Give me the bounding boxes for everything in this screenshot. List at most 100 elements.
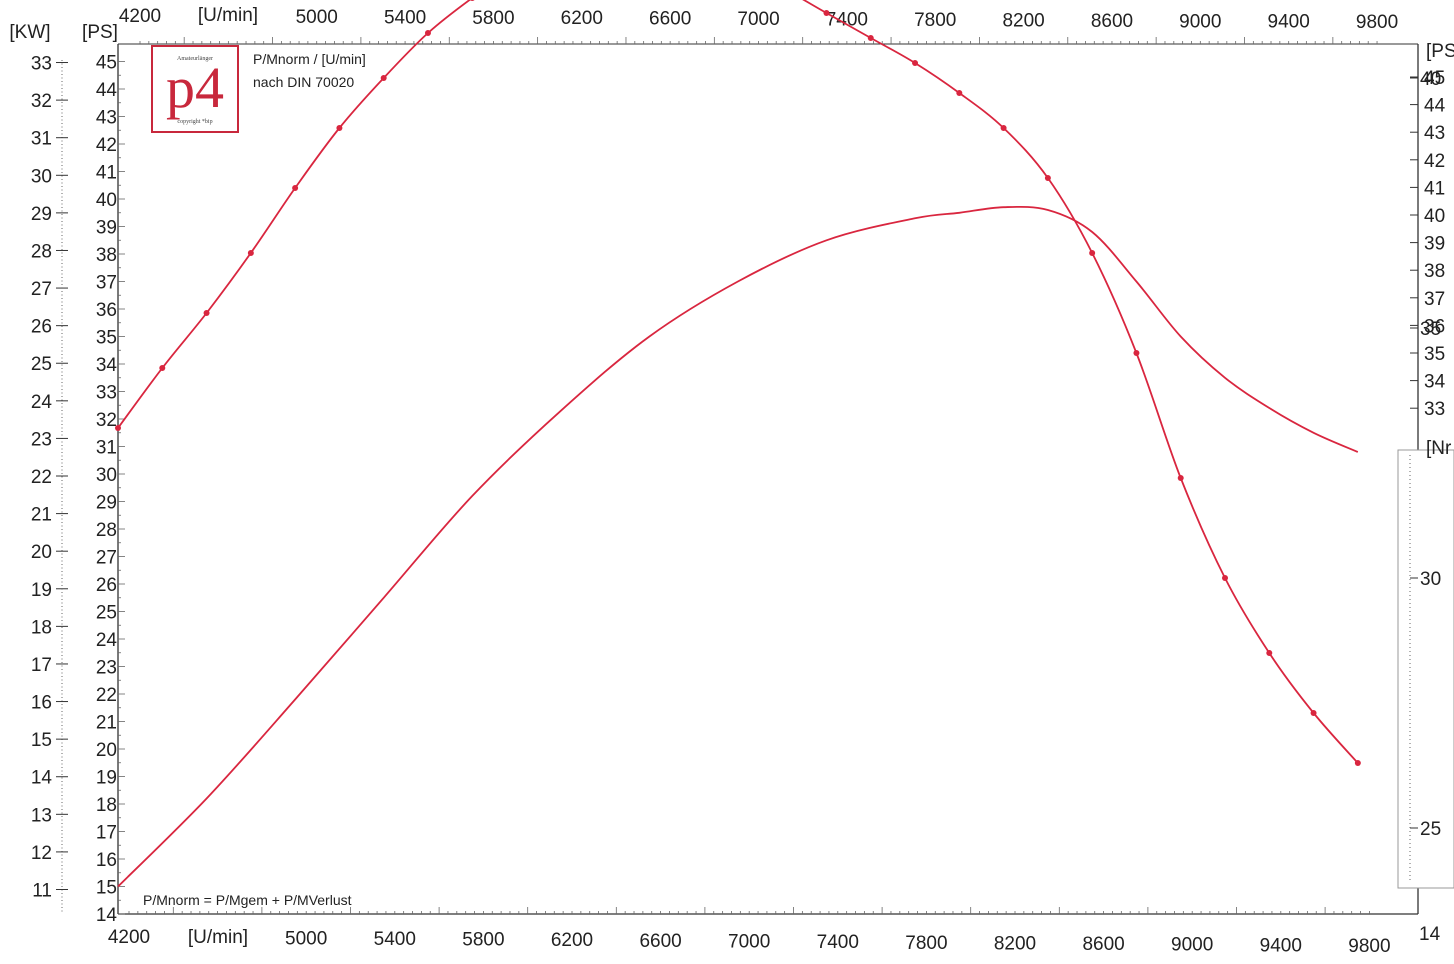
top-x-tick-label: 8200 [1002,10,1044,31]
torque-data-point [1089,250,1096,256]
ps-left-tick-label: 41 [96,163,117,184]
ps-right-tick-label: 37 [1424,289,1445,310]
kw-tick-label: 11 [32,881,52,902]
kw-tick-label: 27 [31,279,52,300]
torque-data-point [1000,125,1007,131]
torque-data-point [247,250,254,256]
ps-left-tick-label: 23 [96,658,117,679]
ps-left-tick-label: 24 [96,630,118,651]
torque-data-point [1044,175,1051,181]
series-layer [115,0,1361,888]
nm-tick-label: 35 [1420,319,1441,340]
ps-left-tick-label: 17 [96,823,117,844]
ps-left-tick-label: 27 [96,548,117,569]
ps-left-tick-label: 45 [96,53,117,74]
kw-axis-label: [KW] [9,22,50,43]
ps-left-tick-label: 14 [96,905,118,926]
kw-tick-label: 33 [31,54,52,75]
ps-left-tick-label: 20 [96,740,117,761]
torque-data-point [956,90,963,96]
top-x-tick-label: 5800 [472,8,514,29]
torque-data-point [203,310,210,316]
ps-right-tick-label: 36 [1424,316,1445,337]
kw-tick-label: 29 [31,204,52,225]
bottom-x-tick-label: 9000 [1171,935,1213,956]
top-x-tick-label: 5000 [296,7,338,28]
torque-data-point [1222,575,1228,581]
ps-left-tick-label: 42 [96,135,117,156]
kw-tick-label: 32 [31,91,52,112]
ps-right-tick-label: 35 [1424,344,1445,365]
torque-data-point [1354,760,1361,766]
power-ps-series-line [117,205,1359,888]
top-x-tick-label: 5400 [384,7,426,28]
ps-left-tick-label: 37 [96,273,117,294]
top-x-axis: 4200 5000 5400 5800 6200 6600 7000 7400 7800 8200… [119,5,1398,44]
top-x-tick-label: 9800 [1356,12,1398,33]
kw-tick-label: 28 [31,241,52,262]
torque-data-point [867,35,874,41]
nm-axis-box [1397,449,1454,889]
bottom-x-tick-label: 6600 [639,931,681,952]
kw-tick-label: 20 [31,542,52,563]
torque-data-point [1177,475,1184,481]
torque-data-point [380,75,387,81]
bottom-x-tick-label: 7800 [905,933,947,954]
bottom-x-tick-label: 7000 [728,931,770,952]
ps-left-tick-label: 33 [96,383,117,404]
torque-data-point [1133,350,1140,356]
ps-left-tick-label: 43 [96,108,117,129]
ps-right-tick-label: 41 [1424,178,1445,199]
ps-left-axis-label: [PS] [82,22,118,43]
kw-tick-label: 13 [31,805,52,826]
nm-y-axis: [Nr2530354045505514 [1410,69,1452,945]
torque-data-point [292,185,299,191]
kw-tick-label: 26 [31,317,52,338]
torque-data-point [424,30,431,36]
top-x-tick-label: 8600 [1091,11,1133,32]
kw-tick-label: 18 [31,617,52,638]
ps-right-tick-label: 44 [1424,96,1446,117]
torque-data-point [1266,650,1273,656]
chart-subtitle-line1: P/Mnorm / [U/min] [253,51,366,67]
kw-tick-label: 25 [31,354,52,375]
torque-data-point [336,125,343,131]
ps-right-tick-label: 39 [1424,234,1445,255]
top-x-unit-label: [U/min] [198,5,258,26]
top-x-tick-label: 7800 [914,10,956,31]
kw-tick-label: 31 [31,129,52,150]
top-x-tick-label: 7400 [826,10,868,31]
plot-frame [61,43,1454,915]
ps-right-tick-label: 40 [1424,206,1445,227]
bottom-x-tick-label: 5000 [285,928,327,949]
ps-left-tick-label: 32 [96,410,117,431]
logo-top-text: Amateurlänger [177,56,213,62]
p4-logo: Amateurlänger p4 copyright *bip [151,45,239,133]
ps-right-tick-label: 42 [1424,151,1445,172]
kw-tick-label: 24 [31,392,53,413]
torque-nm-series-line [117,0,1359,764]
bottom-x-tick-label: 4200 [108,927,150,948]
ps-left-tick-label: 44 [96,80,118,101]
ps-right-tick-label: 34 [1424,372,1446,393]
ps-left-tick-label: 35 [96,328,117,349]
formula-note: P/Mnorm = P/Mgem + P/MVerlust [143,892,352,908]
bottom-x-unit-label: [U/min] [188,927,248,948]
top-x-tick-label: 7000 [737,9,779,30]
nm-axis-label: [Nr [1426,438,1452,459]
logo-mark: p4 [166,55,224,120]
bottom-x-tick-label: 8200 [994,933,1036,954]
torque-data-point [1310,710,1317,716]
kw-y-axis: [KW] 11 12 13 14 15 16 17 18 19 20 21 22 23 24 25 26 27 28… [9,22,68,902]
top-x-tick-label: 6200 [561,8,603,29]
ps-left-tick-label: 26 [96,575,117,596]
kw-tick-label: 21 [31,505,52,526]
logo-copyright-text: copyright *bip [177,119,213,125]
bottom-x-axis: 4200 5000 5400 5800 6200 6600 7000 7400 7800 8200… [108,907,1391,957]
top-x-tick-label: 9400 [1268,12,1310,33]
ps-left-tick-label: 38 [96,245,117,266]
top-x-tick-label: 9000 [1179,11,1221,32]
ps-left-tick-label: 25 [96,603,117,624]
torque-data-point [912,60,919,66]
